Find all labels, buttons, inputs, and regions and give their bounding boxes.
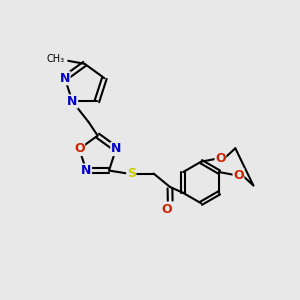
Text: S: S <box>127 167 136 180</box>
Text: N: N <box>111 142 121 155</box>
Text: O: O <box>215 152 226 165</box>
Text: CH₃: CH₃ <box>46 54 65 64</box>
Text: N: N <box>60 72 70 85</box>
Text: N: N <box>67 95 78 108</box>
Text: O: O <box>162 203 172 216</box>
Text: O: O <box>74 142 85 155</box>
Text: O: O <box>233 169 244 182</box>
Text: N: N <box>81 164 92 177</box>
